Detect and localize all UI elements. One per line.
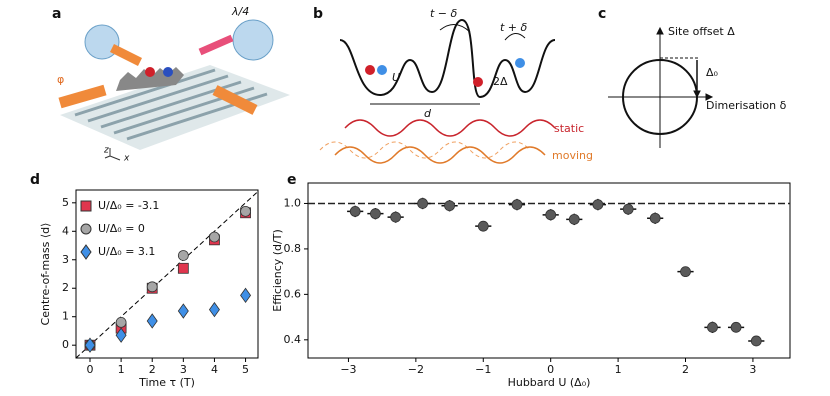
x-tick-label: 2	[682, 363, 689, 376]
legend-marker	[80, 244, 92, 260]
x-tick-label: −2	[408, 363, 424, 376]
marker	[208, 301, 220, 318]
y-tick-label: 0	[62, 338, 69, 351]
x-tick-label: −3	[340, 363, 356, 376]
marker	[707, 321, 718, 333]
x-tick-label: 0	[87, 363, 94, 376]
static-label: static	[554, 122, 584, 135]
guide-line	[75, 191, 259, 359]
legend-marker	[80, 200, 92, 212]
x-tick-label: −1	[475, 363, 491, 376]
marker	[622, 203, 634, 215]
x-tick-label: 1	[118, 363, 125, 376]
marker	[240, 205, 251, 217]
plot-frame	[75, 189, 259, 359]
marker	[730, 321, 742, 333]
marker	[649, 212, 661, 224]
y-tick-label: 3	[62, 253, 69, 266]
amplitude-label: Δ₀	[706, 66, 719, 79]
marker	[146, 313, 158, 329]
hop-label: t − δ	[430, 7, 458, 20]
marker	[146, 281, 158, 293]
x-tick-label: 3	[749, 363, 756, 376]
x-tick-label: 1	[615, 363, 622, 376]
x-tick-label: 4	[211, 363, 218, 376]
panel-label: d	[30, 172, 40, 188]
axis-label: Dimerisation δ	[706, 99, 787, 112]
y-tick-label: 5	[62, 196, 69, 209]
y-tick-label: 0.6	[284, 287, 302, 300]
panel-label: a	[52, 6, 61, 22]
interaction-label: U	[392, 71, 400, 84]
marker	[115, 317, 127, 328]
marker	[444, 200, 455, 212]
marker	[177, 250, 189, 261]
marker	[511, 199, 523, 210]
legend-label: U/Δ₀ = -3.1	[98, 199, 159, 212]
panel-label: c	[598, 6, 606, 22]
panel-label: e	[287, 172, 297, 188]
x-axis-label: Time τ (T)	[138, 376, 195, 389]
marker	[349, 206, 361, 217]
marker	[545, 209, 557, 221]
potential-illustration	[319, 18, 556, 164]
panel-label: b	[313, 6, 323, 22]
plot-frame	[307, 182, 791, 359]
marker	[750, 335, 762, 347]
y-tick-label: 4	[62, 224, 69, 237]
y-tick-label: 1	[62, 310, 69, 323]
marker	[390, 211, 402, 223]
phase-label: φ	[57, 73, 64, 86]
waveplate-label: λ/4	[231, 5, 249, 18]
marker	[177, 303, 189, 319]
offset-label: 2Δ	[493, 75, 508, 88]
x-tick-label: 5	[242, 363, 249, 376]
phase-diagram	[608, 26, 714, 148]
lattice-illustration	[58, 19, 290, 161]
axis-label: Site offset Δ	[668, 25, 735, 38]
y-axis-label: Centre-of-mass ⟨d⟩	[39, 223, 52, 326]
marker	[115, 327, 127, 343]
marker	[680, 266, 691, 278]
marker	[177, 262, 189, 274]
legend-label: U/Δ₀ = 0	[98, 222, 145, 235]
moving-label: moving	[552, 149, 593, 162]
marker	[370, 208, 381, 220]
x-tick-label: 2	[149, 363, 156, 376]
marker	[477, 220, 489, 232]
y-tick-label: 0.4	[284, 333, 302, 346]
x-tick-label: 0	[547, 363, 554, 376]
marker	[209, 231, 220, 243]
marker	[240, 287, 252, 304]
legend-label: U/Δ₀ = 3.1	[98, 245, 155, 258]
x-tick-label: 3	[180, 363, 187, 376]
y-axis-label: Efficiency (d/T)	[271, 229, 284, 311]
axis-label: z	[103, 146, 109, 156]
y-tick-label: 1.0	[284, 196, 302, 209]
marker	[592, 199, 604, 210]
marker	[417, 198, 429, 209]
hop-label: t + δ	[500, 21, 528, 34]
y-tick-label: 2	[62, 281, 69, 294]
x-axis-label: Hubbard U (Δ₀)	[508, 376, 591, 389]
axis-label: x	[123, 154, 130, 164]
legend-marker	[80, 223, 92, 235]
spacing-label: d	[424, 107, 432, 120]
y-tick-label: 0.8	[284, 242, 302, 255]
marker	[568, 213, 580, 225]
marker	[84, 337, 96, 353]
